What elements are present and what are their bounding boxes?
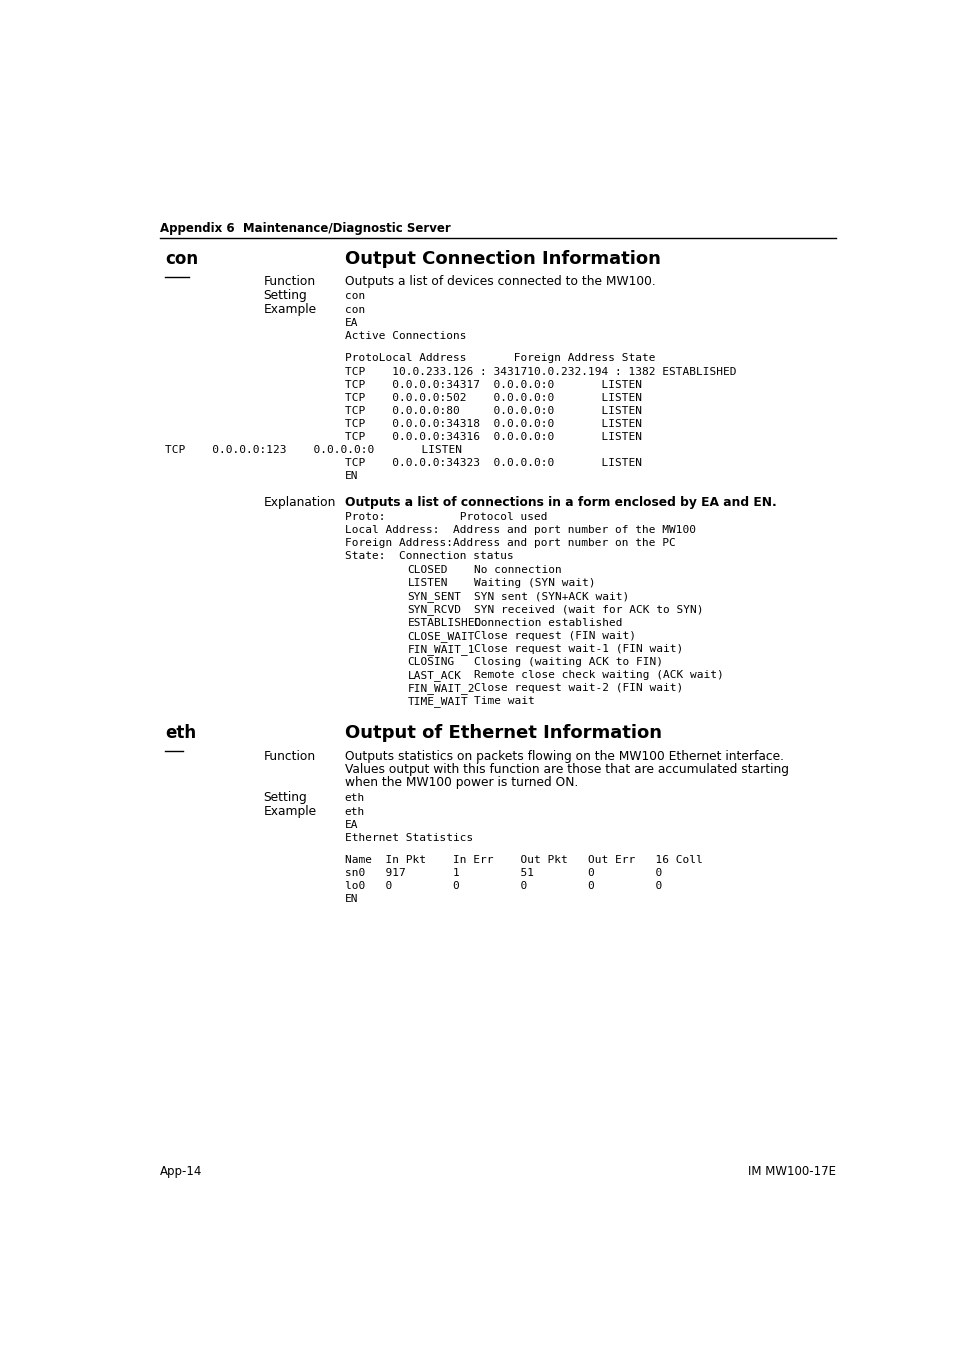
Text: Explanation: Explanation xyxy=(263,497,335,509)
Text: Proto:           Protocol used: Proto: Protocol used xyxy=(344,512,547,522)
Text: Remote close check waiting (ACK wait): Remote close check waiting (ACK wait) xyxy=(474,670,723,680)
Text: Outputs statistics on packets flowing on the MW100 Ethernet interface.: Outputs statistics on packets flowing on… xyxy=(344,749,783,763)
Text: TCP    0.0.0.0:34318  0.0.0.0:0       LISTEN: TCP 0.0.0.0:34318 0.0.0.0:0 LISTEN xyxy=(344,418,641,429)
Text: Output Connection Information: Output Connection Information xyxy=(344,250,659,267)
Text: Example: Example xyxy=(263,302,316,316)
Text: EA: EA xyxy=(344,819,358,830)
Text: Close request wait-2 (FIN wait): Close request wait-2 (FIN wait) xyxy=(474,683,682,693)
Text: SYN sent (SYN+ACK wait): SYN sent (SYN+ACK wait) xyxy=(474,591,629,601)
Text: TCP    0.0.0.0:34316  0.0.0.0:0       LISTEN: TCP 0.0.0.0:34316 0.0.0.0:0 LISTEN xyxy=(344,432,641,441)
Text: TCP    0.0.0.0:502    0.0.0.0:0       LISTEN: TCP 0.0.0.0:502 0.0.0.0:0 LISTEN xyxy=(344,393,641,402)
Text: App-14: App-14 xyxy=(160,1165,202,1179)
Text: Local Address:  Address and port number of the MW100: Local Address: Address and port number o… xyxy=(344,525,695,535)
Text: ProtoLocal Address       Foreign Address State: ProtoLocal Address Foreign Address State xyxy=(344,352,655,363)
Text: EA: EA xyxy=(344,319,358,328)
Text: when the MW100 power is turned ON.: when the MW100 power is turned ON. xyxy=(344,776,578,788)
Text: Output of Ethernet Information: Output of Ethernet Information xyxy=(344,724,661,742)
Text: EN: EN xyxy=(344,471,358,481)
Text: eth: eth xyxy=(165,724,196,742)
Text: Appendix 6  Maintenance/Diagnostic Server: Appendix 6 Maintenance/Diagnostic Server xyxy=(160,223,450,235)
Text: TCP    10.0.233.126 : 3431710.0.232.194 : 1382 ESTABLISHED: TCP 10.0.233.126 : 3431710.0.232.194 : 1… xyxy=(344,366,736,377)
Text: CLOSING: CLOSING xyxy=(407,657,455,667)
Text: eth: eth xyxy=(344,792,365,803)
Text: SYN received (wait for ACK to SYN): SYN received (wait for ACK to SYN) xyxy=(474,605,703,614)
Text: Connection established: Connection established xyxy=(474,617,622,628)
Text: Setting: Setting xyxy=(263,289,307,302)
Text: Close request (FIN wait): Close request (FIN wait) xyxy=(474,630,636,641)
Text: TCP    0.0.0.0:123    0.0.0.0:0       LISTEN: TCP 0.0.0.0:123 0.0.0.0:0 LISTEN xyxy=(165,446,461,455)
Text: Foreign Address:Address and port number on the PC: Foreign Address:Address and port number … xyxy=(344,539,675,548)
Text: Close request wait-1 (FIN wait): Close request wait-1 (FIN wait) xyxy=(474,644,682,653)
Text: ESTABLISHED: ESTABLISHED xyxy=(407,617,481,628)
Text: eth: eth xyxy=(344,807,365,817)
Text: CLOSE_WAIT: CLOSE_WAIT xyxy=(407,630,475,641)
Text: LAST_ACK: LAST_ACK xyxy=(407,670,461,680)
Text: TIME_WAIT: TIME_WAIT xyxy=(407,697,468,707)
Text: Function: Function xyxy=(263,275,315,288)
Text: Setting: Setting xyxy=(263,791,307,805)
Text: Name  In Pkt    In Err    Out Pkt   Out Err   16 Coll: Name In Pkt In Err Out Pkt Out Err 16 Co… xyxy=(344,855,701,865)
Text: Outputs a list of devices connected to the MW100.: Outputs a list of devices connected to t… xyxy=(344,275,655,288)
Text: SYN_RCVD: SYN_RCVD xyxy=(407,605,461,616)
Text: EN: EN xyxy=(344,894,358,904)
Text: FIN_WAIT_1: FIN_WAIT_1 xyxy=(407,644,475,655)
Text: TCP    0.0.0.0:80     0.0.0.0:0       LISTEN: TCP 0.0.0.0:80 0.0.0.0:0 LISTEN xyxy=(344,406,641,416)
Text: No connection: No connection xyxy=(474,566,561,575)
Text: Function: Function xyxy=(263,749,315,763)
Text: sn0   917       1         51        0         0: sn0 917 1 51 0 0 xyxy=(344,868,661,878)
Text: TCP    0.0.0.0:34317  0.0.0.0:0       LISTEN: TCP 0.0.0.0:34317 0.0.0.0:0 LISTEN xyxy=(344,379,641,390)
Text: Waiting (SYN wait): Waiting (SYN wait) xyxy=(474,578,595,589)
Text: con: con xyxy=(344,305,365,315)
Text: Closing (waiting ACK to FIN): Closing (waiting ACK to FIN) xyxy=(474,657,662,667)
Text: State:  Connection status: State: Connection status xyxy=(344,551,513,562)
Text: FIN_WAIT_2: FIN_WAIT_2 xyxy=(407,683,475,694)
Text: IM MW100-17E: IM MW100-17E xyxy=(748,1165,836,1179)
Text: Values output with this function are those that are accumulated starting: Values output with this function are tho… xyxy=(344,763,788,776)
Text: Example: Example xyxy=(263,805,316,818)
Text: Ethernet Statistics: Ethernet Statistics xyxy=(344,833,473,844)
Text: Outputs a list of connections in a form enclosed by EA and EN.: Outputs a list of connections in a form … xyxy=(344,497,776,509)
Text: TCP    0.0.0.0:34323  0.0.0.0:0       LISTEN: TCP 0.0.0.0:34323 0.0.0.0:0 LISTEN xyxy=(344,458,641,468)
Text: Time wait: Time wait xyxy=(474,697,535,706)
Text: con: con xyxy=(344,292,365,301)
Text: SYN_SENT: SYN_SENT xyxy=(407,591,461,602)
Text: CLOSED: CLOSED xyxy=(407,566,448,575)
Text: Active Connections: Active Connections xyxy=(344,331,466,342)
Text: lo0   0         0         0         0         0: lo0 0 0 0 0 0 xyxy=(344,882,661,891)
Text: con: con xyxy=(165,250,198,267)
Text: LISTEN: LISTEN xyxy=(407,578,448,589)
